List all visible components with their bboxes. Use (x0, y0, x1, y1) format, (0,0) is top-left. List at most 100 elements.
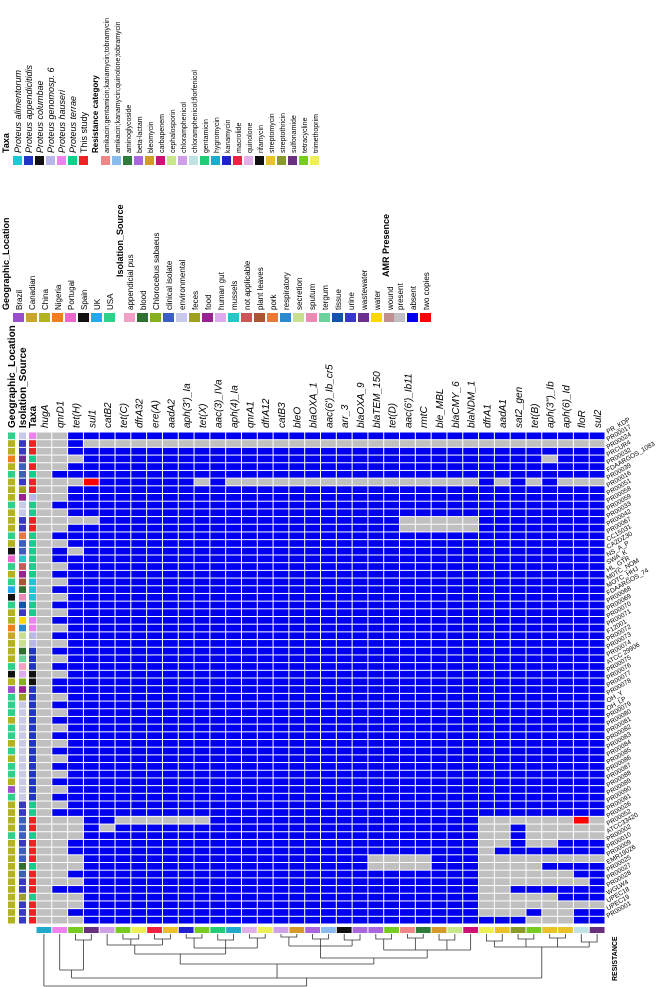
heatmap-cell (415, 916, 431, 924)
heatmap-cell (542, 793, 558, 801)
heatmap-cell (83, 640, 99, 647)
heatmap-cell (210, 724, 226, 732)
heatmap-cell (194, 693, 210, 701)
heatmap-cell (463, 686, 479, 693)
heatmap-cell (210, 847, 226, 855)
heatmap-cell (36, 709, 52, 716)
heatmap-cell (305, 494, 321, 501)
heatmap-cell (526, 801, 542, 809)
taxa-annotation-cell (29, 463, 36, 470)
category-bar-cell (99, 927, 115, 933)
heatmap-cell (510, 478, 526, 486)
heatmap-cell (257, 709, 273, 716)
heatmap-cell (178, 440, 194, 447)
heatmap-cell (479, 701, 494, 709)
heatmap-cell (384, 870, 400, 878)
heatmap-cell (447, 586, 463, 593)
heatmap-cell (321, 586, 336, 593)
iso-legend-label: blood (139, 290, 148, 310)
heatmap-cell (194, 778, 210, 786)
gene-label: qnrD1 (56, 401, 67, 428)
heatmap-cell (115, 747, 131, 755)
taxa-annotation-cell (29, 740, 36, 747)
heatmap-cell (494, 547, 510, 555)
heatmap-cell (115, 893, 131, 901)
heatmap-cell (479, 647, 494, 655)
taxa-legend-label: Proteus columbae (35, 80, 45, 153)
heatmap-cell (36, 540, 52, 547)
heatmap-cell (526, 447, 542, 455)
heatmap-cell (400, 839, 415, 847)
heatmap-cell (573, 509, 589, 517)
heatmap-cell (321, 440, 336, 447)
heatmap-cell (162, 709, 178, 716)
heatmap-cell (494, 609, 510, 616)
heatmap-cell (178, 847, 194, 855)
heatmap-cell (321, 716, 336, 724)
heatmap-cell (336, 740, 352, 747)
heatmap-cell (194, 470, 210, 478)
heatmap-cell (257, 909, 273, 916)
taxa-annotation-cell (29, 786, 36, 793)
heatmap-cell (210, 670, 226, 678)
heatmap-cell (131, 663, 147, 670)
heatmap-cell (510, 632, 526, 640)
heatmap-cell (400, 486, 415, 493)
heatmap-cell (431, 509, 447, 517)
heatmap-cell (510, 647, 526, 655)
taxa-legend-label: This study (79, 111, 89, 153)
heatmap-cell (431, 732, 447, 739)
heatmap-cell (257, 455, 273, 463)
heatmap-cell (321, 463, 336, 470)
heatmap-cell (463, 693, 479, 701)
heatmap-cell (289, 870, 305, 878)
heatmap-cell (226, 624, 241, 632)
heatmap-cell (510, 916, 526, 924)
heatmap-cell (210, 686, 226, 693)
heatmap-cell (431, 470, 447, 478)
heatmap-cell (194, 755, 210, 763)
heatmap-cell (305, 824, 321, 832)
heatmap-cell (52, 593, 68, 601)
heatmap-cell (273, 478, 289, 486)
heatmap-cell (289, 517, 305, 524)
heatmap-cell (558, 763, 573, 770)
heatmap-cell (210, 509, 226, 517)
heatmap-cell (384, 686, 400, 693)
heatmap-cell (115, 916, 131, 924)
heatmap-cell (162, 693, 178, 701)
taxa-annotation-cell (29, 686, 36, 693)
heatmap-cell (352, 555, 368, 563)
gene-labels: hugA qnrD1 tet(H) sul1 catB2 tet(C) dfrA32 ere(… (40, 364, 604, 428)
heatmap-cell (68, 863, 83, 870)
heatmap-cell (479, 747, 494, 755)
heatmap-cell (558, 593, 573, 601)
heatmap-cell (352, 747, 368, 755)
heatmap-cell (36, 470, 52, 478)
heatmap-cell (589, 632, 605, 640)
heatmap-cell (368, 747, 384, 755)
heatmap-cell (68, 432, 83, 440)
heatmap-cell (321, 893, 336, 901)
heatmap-cell (210, 901, 226, 909)
heatmap-cell (226, 463, 241, 470)
heatmap-cell (52, 716, 68, 724)
heatmap-cell (194, 770, 210, 778)
heatmap-cell (415, 463, 431, 470)
heatmap-cell (68, 893, 83, 901)
rescat-legend-swatch (310, 156, 319, 165)
heatmap-cell (321, 540, 336, 547)
heatmap-cell (542, 701, 558, 709)
heatmap-cell (52, 617, 68, 624)
heatmap-cell (321, 770, 336, 778)
heatmap-cell (400, 909, 415, 916)
heatmap-cell (289, 570, 305, 578)
heatmap-cell (241, 901, 257, 909)
heatmap-cell (257, 755, 273, 763)
iso-annotation-cell (19, 532, 26, 540)
heatmap-cell (147, 709, 162, 716)
heatmap-cell (226, 716, 241, 724)
heatmap-cell (305, 593, 321, 601)
heatmap-cell (257, 701, 273, 709)
geo-annotation-cell (8, 701, 15, 709)
